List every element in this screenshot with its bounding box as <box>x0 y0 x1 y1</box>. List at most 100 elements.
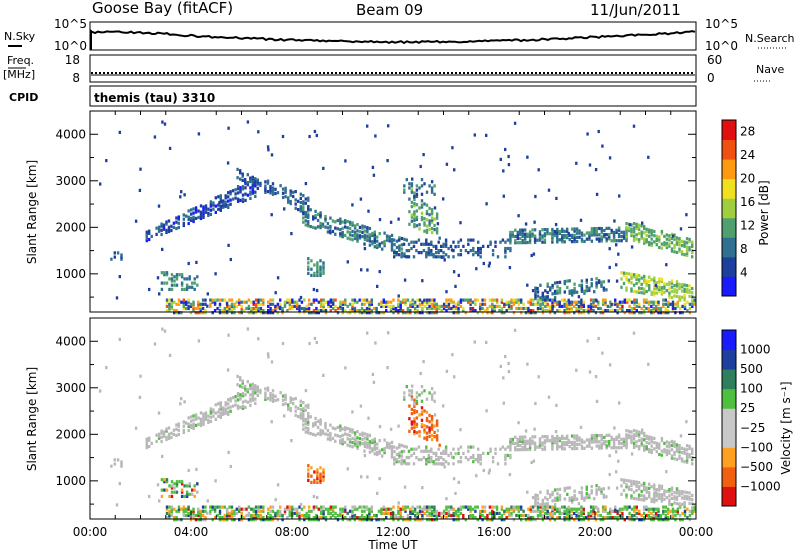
power-cell <box>281 306 284 311</box>
velocity-cell <box>608 472 611 477</box>
power-cell <box>667 302 670 306</box>
power-cell <box>600 282 603 286</box>
velocity-cell <box>420 385 424 389</box>
power-cell <box>315 298 318 302</box>
power-cell <box>670 279 674 283</box>
velocity-cell <box>270 360 274 364</box>
velocity-cell <box>366 441 369 445</box>
power-cell <box>278 305 281 309</box>
power-cell <box>670 281 674 285</box>
velocity-cell <box>201 518 205 522</box>
velocity-cell <box>170 507 173 511</box>
power-cell <box>341 233 344 237</box>
power-cell <box>643 276 646 281</box>
velocity-cell <box>185 492 189 496</box>
power-cell <box>390 246 394 250</box>
velocity-cell <box>632 331 636 335</box>
power-cell <box>105 159 108 163</box>
velocity-cell <box>556 516 559 520</box>
velocity-cell <box>269 394 272 398</box>
velocity-cell <box>622 478 626 482</box>
velocity-cell <box>416 505 419 509</box>
power-cell <box>491 298 494 302</box>
power-cell <box>274 306 277 311</box>
power-cell <box>673 288 676 292</box>
power-cell <box>428 227 431 231</box>
power-cell <box>665 282 669 286</box>
power-cell <box>621 309 624 313</box>
velocity-cell <box>305 516 308 520</box>
velocity-cell <box>435 509 438 513</box>
power-cell <box>229 202 232 206</box>
velocity-cell <box>211 518 214 522</box>
nave-tick-top: 60 <box>707 53 722 67</box>
velocity-cell <box>303 516 306 520</box>
power-cell <box>464 249 468 253</box>
velocity-cell <box>556 492 559 496</box>
power-cell <box>580 298 583 302</box>
velocity-cell <box>322 478 325 482</box>
power-cell <box>597 306 600 311</box>
power-cell <box>316 263 319 267</box>
velocity-cell <box>209 415 213 419</box>
power-cell <box>663 234 666 238</box>
velocity-cell <box>583 440 586 444</box>
power-cell <box>380 300 383 304</box>
velocity-cell <box>192 414 195 418</box>
power-cell <box>368 306 371 311</box>
power-cell <box>433 302 436 306</box>
power-cell <box>593 227 596 231</box>
velocity-cell <box>336 518 340 522</box>
power-cell <box>457 311 460 315</box>
power-cell <box>297 199 300 203</box>
velocity-cell <box>212 414 215 418</box>
velocity-cell <box>390 440 394 444</box>
power-cell <box>216 306 219 311</box>
velocity-cell <box>302 417 305 421</box>
velocity-colorbar-tick: 25 <box>740 401 755 415</box>
velocity-cell <box>575 368 578 372</box>
power-cell <box>209 302 212 306</box>
power-cell <box>240 304 243 308</box>
velocity-cell <box>541 518 545 522</box>
power-cell <box>601 300 605 304</box>
power-cell <box>536 294 540 298</box>
power-cell <box>430 180 434 184</box>
power-cell <box>421 309 424 313</box>
velocity-cell <box>437 462 440 466</box>
power-cell <box>331 229 335 234</box>
power-cell <box>633 302 636 306</box>
power-cell <box>307 224 310 228</box>
velocity-cell <box>508 473 512 477</box>
velocity-cell <box>541 509 545 513</box>
velocity-cell <box>307 516 311 520</box>
power-cell <box>230 311 234 315</box>
velocity-cell <box>230 509 234 513</box>
power-cell <box>199 204 203 208</box>
velocity-cell <box>209 411 213 415</box>
velocity-cell <box>363 518 366 522</box>
power-cell <box>226 311 229 315</box>
power-cell <box>668 291 671 295</box>
power-cell <box>514 241 517 245</box>
power-cell <box>173 311 176 315</box>
velocity-cell <box>632 433 636 437</box>
power-cell <box>269 302 272 306</box>
velocity-cell <box>548 518 552 522</box>
power-cell <box>678 284 681 288</box>
power-cell <box>303 298 306 302</box>
velocity-cell <box>527 518 530 522</box>
power-cell <box>452 255 455 259</box>
power-cell <box>469 309 472 313</box>
velocity-cell <box>483 516 487 520</box>
velocity-cell <box>580 513 583 518</box>
power-colorbar-swatch <box>722 256 736 277</box>
velocity-cell <box>382 507 385 511</box>
velocity-cell <box>630 516 634 520</box>
power-cell <box>556 302 559 306</box>
power-cell <box>209 202 213 206</box>
velocity-cell <box>368 442 372 446</box>
velocity-cell <box>310 518 313 522</box>
power-cell <box>241 174 244 178</box>
